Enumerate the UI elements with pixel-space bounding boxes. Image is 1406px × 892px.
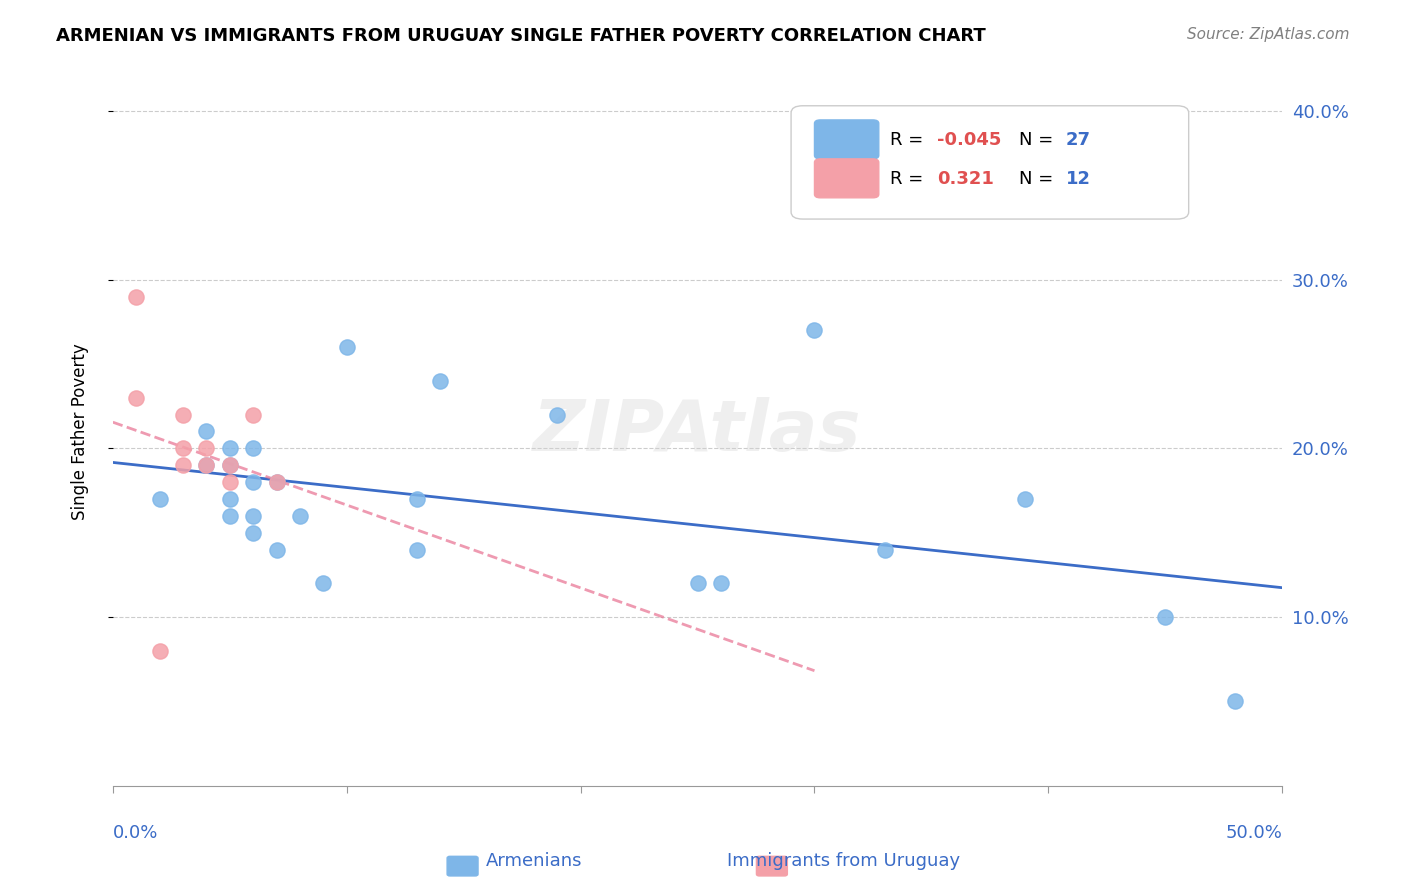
Point — [803, 323, 825, 337]
Point — [873, 542, 896, 557]
Point — [218, 508, 240, 523]
Text: 0.0%: 0.0% — [112, 824, 159, 842]
Point — [336, 340, 359, 354]
Point — [1225, 694, 1247, 708]
Text: 12: 12 — [1066, 169, 1091, 187]
Text: R =: R = — [890, 169, 929, 187]
Point — [1014, 491, 1036, 506]
FancyBboxPatch shape — [792, 106, 1188, 219]
Point — [266, 542, 288, 557]
FancyBboxPatch shape — [814, 120, 879, 159]
Text: 0.321: 0.321 — [938, 169, 994, 187]
Text: 50.0%: 50.0% — [1226, 824, 1282, 842]
Text: R =: R = — [890, 131, 929, 149]
Point — [242, 508, 264, 523]
Point — [266, 475, 288, 489]
Y-axis label: Single Father Poverty: Single Father Poverty — [72, 343, 89, 520]
Text: ARMENIAN VS IMMIGRANTS FROM URUGUAY SINGLE FATHER POVERTY CORRELATION CHART: ARMENIAN VS IMMIGRANTS FROM URUGUAY SING… — [56, 27, 986, 45]
Point — [195, 458, 218, 473]
Point — [686, 576, 709, 591]
Point — [406, 491, 429, 506]
Text: Immigrants from Uruguay: Immigrants from Uruguay — [727, 852, 960, 870]
Point — [266, 475, 288, 489]
Text: -0.045: -0.045 — [938, 131, 1001, 149]
Text: Armenians: Armenians — [486, 852, 582, 870]
Point — [125, 391, 148, 405]
Point — [149, 491, 172, 506]
Text: N =: N = — [1019, 131, 1059, 149]
Point — [218, 491, 240, 506]
FancyBboxPatch shape — [814, 159, 879, 198]
Point — [710, 576, 733, 591]
Point — [195, 425, 218, 439]
Point — [218, 475, 240, 489]
Point — [242, 442, 264, 456]
Point — [406, 542, 429, 557]
Point — [195, 458, 218, 473]
Point — [1154, 610, 1177, 624]
Point — [218, 458, 240, 473]
Point — [195, 442, 218, 456]
Point — [172, 442, 194, 456]
Point — [429, 374, 451, 388]
Text: N =: N = — [1019, 169, 1059, 187]
Point — [172, 408, 194, 422]
Point — [242, 408, 264, 422]
Point — [288, 508, 311, 523]
Point — [218, 442, 240, 456]
Point — [172, 458, 194, 473]
Point — [242, 525, 264, 540]
Point — [218, 458, 240, 473]
Point — [149, 643, 172, 657]
Point — [546, 408, 568, 422]
Point — [312, 576, 335, 591]
Text: Source: ZipAtlas.com: Source: ZipAtlas.com — [1187, 27, 1350, 42]
Text: 27: 27 — [1066, 131, 1091, 149]
Text: ZIPAtlas: ZIPAtlas — [533, 397, 862, 466]
Point — [125, 290, 148, 304]
Point — [242, 475, 264, 489]
